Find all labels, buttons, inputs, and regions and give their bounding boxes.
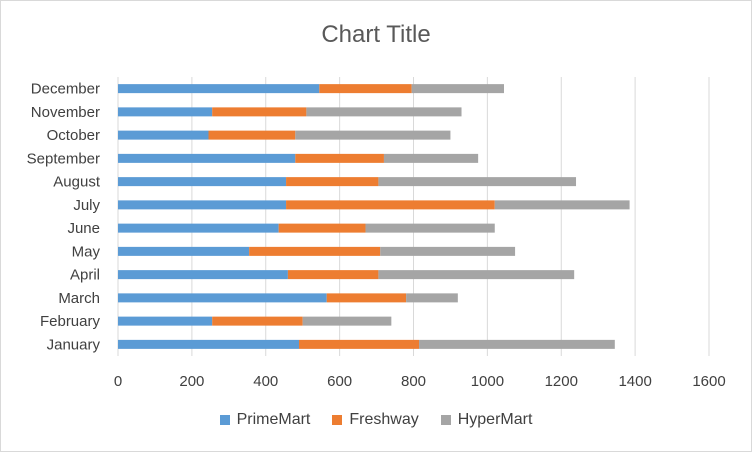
bar-hypermart-october (295, 130, 451, 140)
legend-swatch (332, 415, 343, 425)
category-label: January (47, 336, 101, 353)
bar-primemart-june (118, 223, 279, 233)
legend-item-hypermart: HyperMart (440, 411, 533, 429)
legend-label: HyperMart (457, 411, 533, 428)
category-label: July (73, 197, 100, 214)
bar-freshway-august (286, 177, 379, 187)
bar-freshway-september (295, 153, 384, 163)
bar-freshway-june (278, 223, 366, 233)
legend-swatch (219, 415, 230, 425)
bar-primemart-march (118, 293, 327, 303)
category-label: June (67, 220, 100, 237)
x-tick-label: 400 (253, 373, 278, 390)
category-label: April (70, 267, 100, 284)
bar-primemart-november (118, 107, 213, 117)
bar-freshway-march (326, 293, 407, 303)
bar-primemart-july (118, 200, 287, 210)
bar-hypermart-july (494, 200, 630, 210)
bar-hypermart-march (406, 293, 458, 303)
bar-primemart-april (118, 270, 288, 280)
bar-hypermart-january (419, 339, 615, 349)
bar-hypermart-may (380, 246, 516, 256)
category-label: March (58, 290, 100, 307)
legend-item-primemart: PrimeMart (219, 411, 311, 429)
x-tick-label: 200 (179, 373, 204, 390)
bar-freshway-november (212, 107, 307, 117)
x-tick-label: 1200 (545, 373, 578, 390)
x-tick-label: 600 (327, 373, 352, 390)
bar-hypermart-september (383, 153, 479, 163)
legend-label: PrimeMart (236, 411, 311, 428)
bar-freshway-december (319, 84, 412, 94)
category-label: October (47, 127, 100, 144)
bar-hypermart-august (378, 177, 577, 187)
bar-primemart-february (118, 316, 213, 326)
bar-freshway-may (249, 246, 381, 256)
bar-freshway-february (212, 316, 303, 326)
bar-freshway-january (298, 339, 420, 349)
legend: PrimeMart Freshway HyperMart (1, 411, 751, 429)
bar-hypermart-december (411, 84, 504, 94)
bar-primemart-january (118, 339, 299, 349)
bar-primemart-september (118, 153, 296, 163)
bar-primemart-december (118, 84, 320, 94)
category-label: February (40, 313, 101, 330)
bar-primemart-october (118, 130, 209, 140)
bar-primemart-may (118, 246, 250, 256)
plot-area: 0 200 400 600 800 1000 1200 1400 1600 January Febr… (27, 77, 726, 390)
legend-label: Freshway (349, 411, 419, 428)
x-tick-label: 1400 (618, 373, 651, 390)
x-tick-label: 0 (114, 373, 122, 390)
category-label: August (53, 174, 101, 191)
x-tick-label: 1600 (692, 373, 725, 390)
chart-title: Chart Title (321, 21, 431, 48)
bar-freshway-july (286, 200, 495, 210)
category-label: May (72, 243, 101, 260)
legend-swatch (440, 415, 451, 425)
bar-hypermart-june (365, 223, 495, 233)
x-tick-label: 1000 (471, 373, 504, 390)
category-label: November (31, 104, 100, 121)
bar-primemart-august (118, 177, 287, 187)
x-tick-label: 800 (401, 373, 426, 390)
bar-hypermart-february (302, 316, 392, 326)
legend-item-freshway: Freshway (332, 411, 419, 429)
bar-hypermart-november (306, 107, 462, 117)
bar-freshway-april (287, 270, 379, 280)
bar-hypermart-april (378, 270, 575, 280)
category-label: December (31, 81, 100, 98)
category-label: September (27, 150, 100, 167)
bar-freshway-october (208, 130, 296, 140)
